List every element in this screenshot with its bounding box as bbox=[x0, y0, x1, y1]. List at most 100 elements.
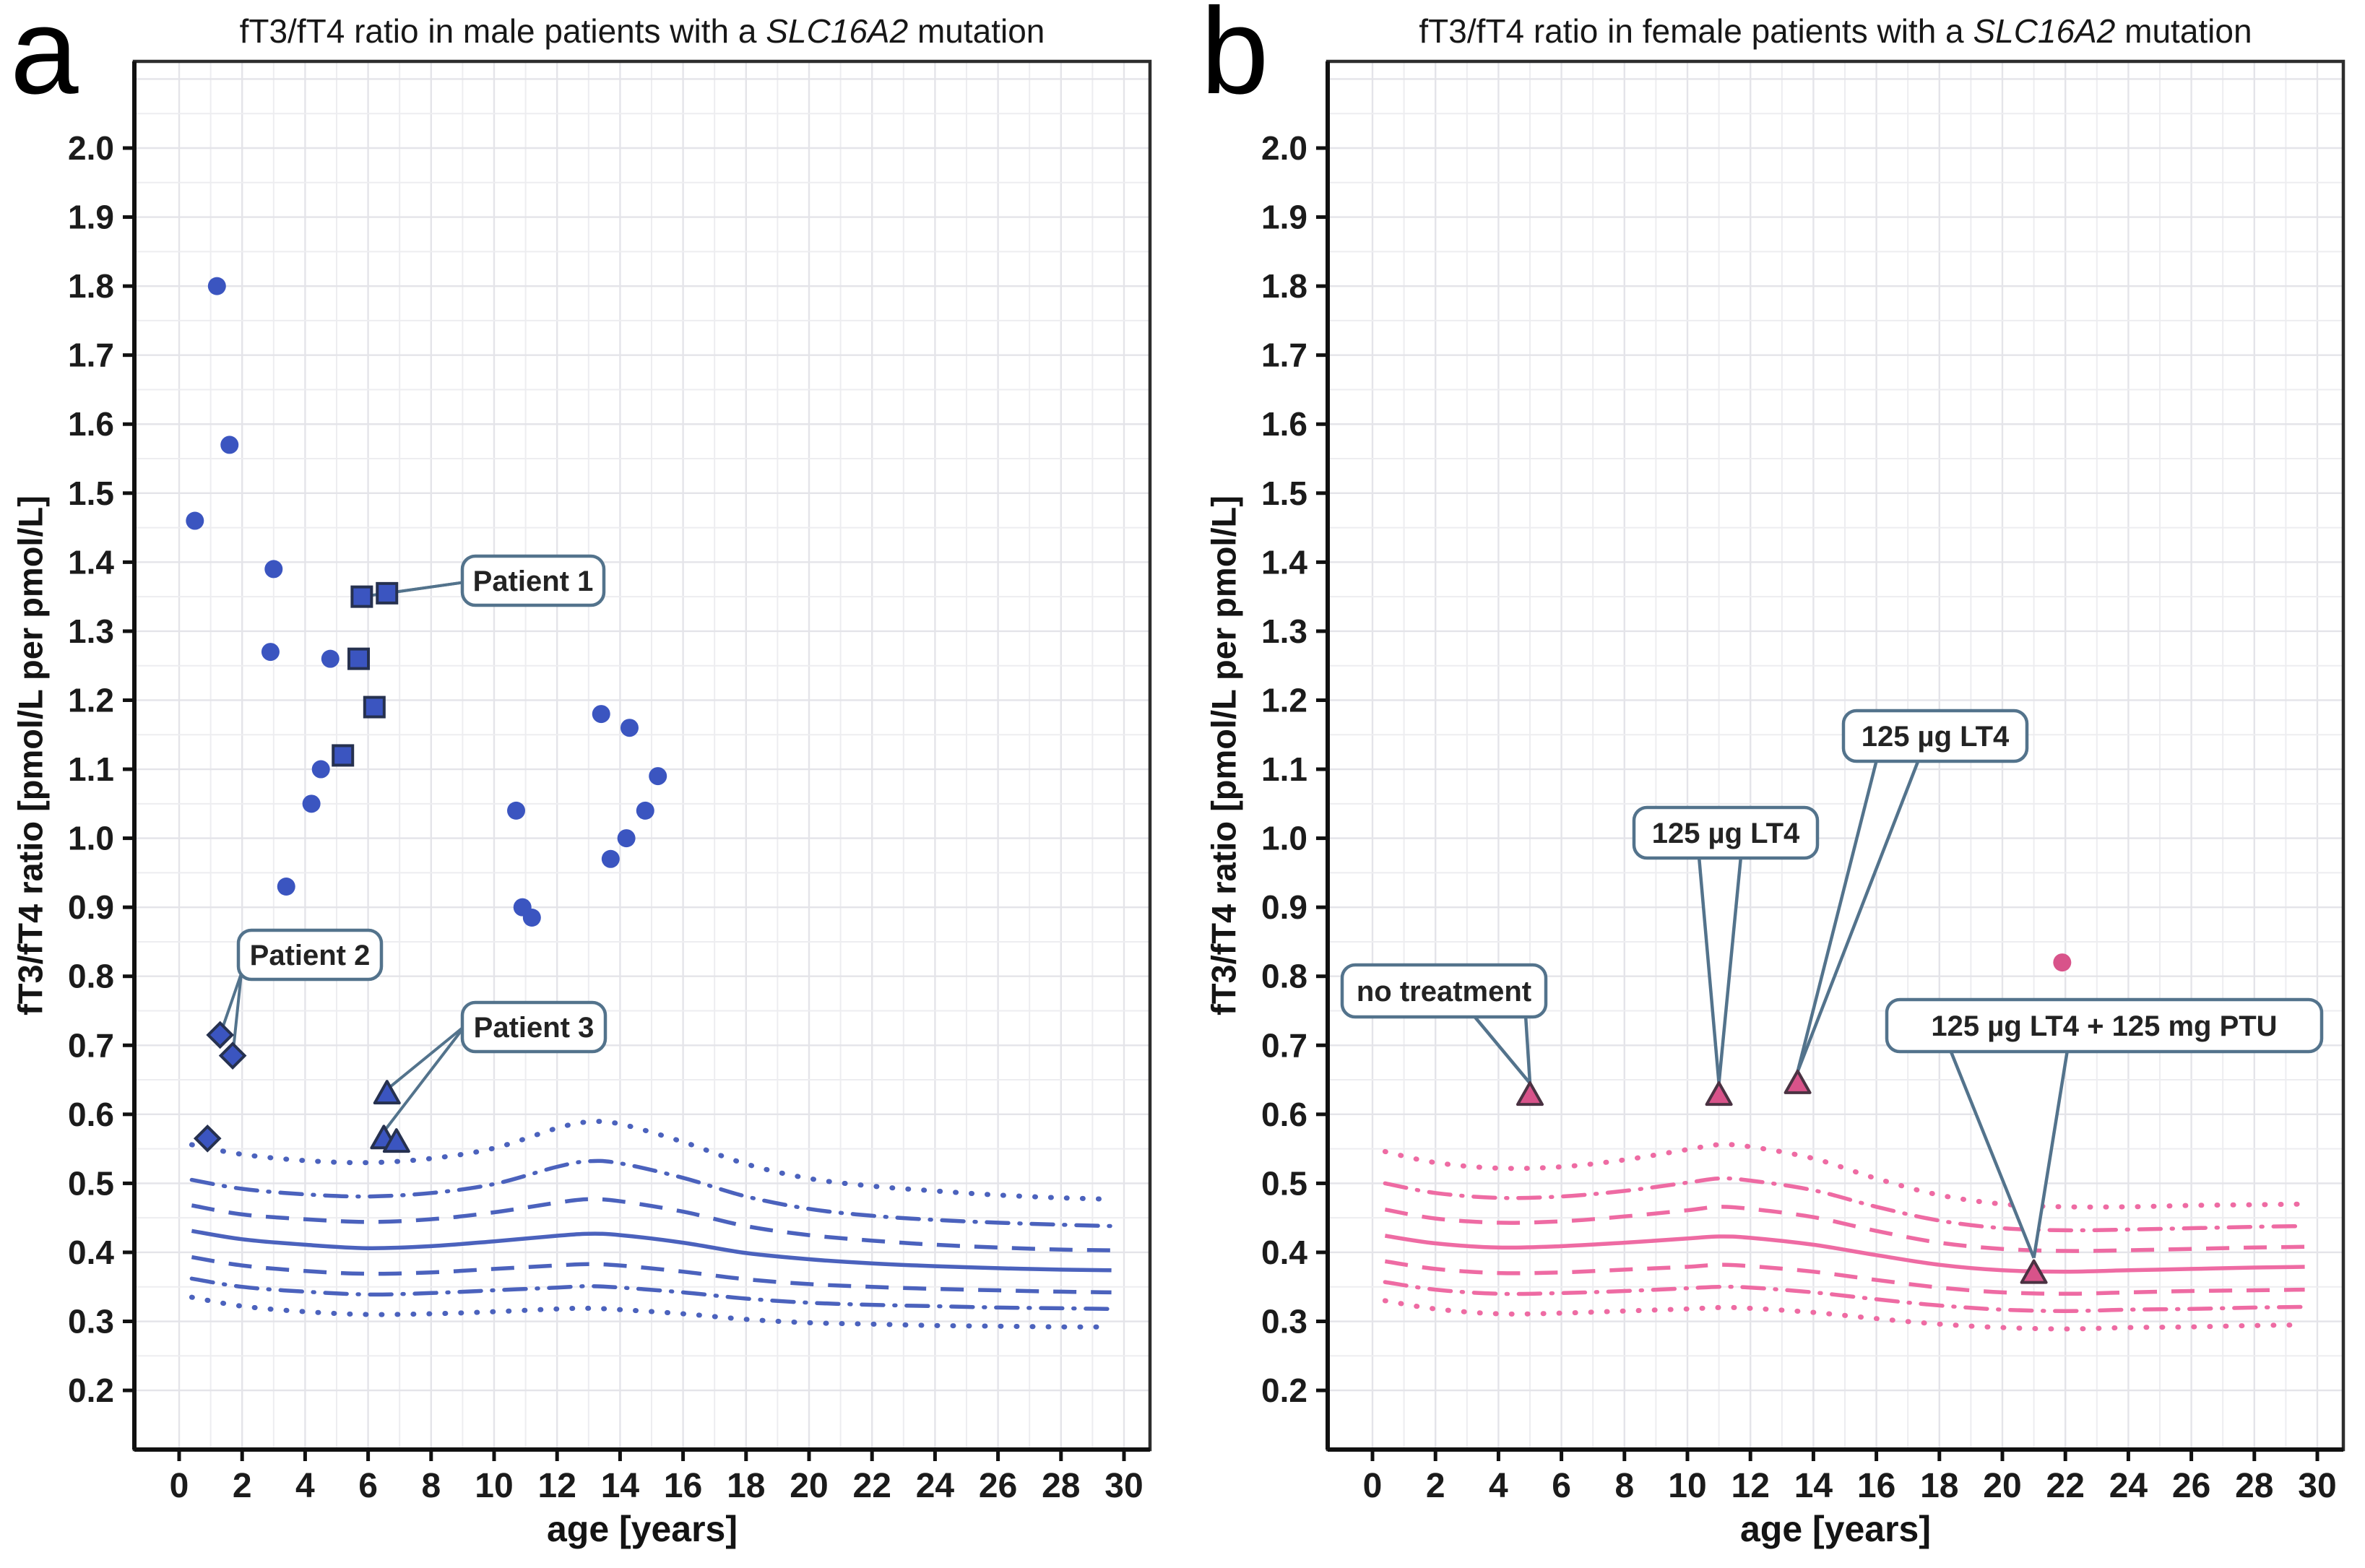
svg-text:14: 14 bbox=[601, 1467, 640, 1505]
panel-letter-b: b bbox=[1201, 0, 1269, 120]
marker-circle bbox=[302, 794, 321, 813]
percentile-curve-dashed bbox=[191, 1197, 1112, 1252]
panel-a-x-axis-title: age [years] bbox=[546, 1509, 738, 1549]
svg-text:4: 4 bbox=[1489, 1467, 1508, 1505]
svg-text:0.8: 0.8 bbox=[68, 958, 114, 995]
svg-text:1.8: 1.8 bbox=[68, 267, 114, 305]
marker-circle bbox=[592, 705, 610, 724]
marker-circle bbox=[2053, 953, 2072, 972]
x-axis-ticks: 0 2 4 6 8 10 12 14 16 18 20 22 24 26 28 30 bbox=[170, 1450, 1143, 1505]
y-axis-ticks: 0.2 0.3 0.4 0.5 0.6 0.7 0.8 0.9 1.0 1.1 1.2 1.3 1.4 1… bbox=[1261, 129, 1328, 1409]
svg-text:24: 24 bbox=[2109, 1467, 2148, 1505]
percentile-curve-dashdot bbox=[189, 1158, 1114, 1229]
svg-text:20: 20 bbox=[790, 1467, 828, 1505]
svg-text:1.0: 1.0 bbox=[68, 820, 114, 857]
callout-connectors bbox=[1472, 759, 2070, 1259]
marker-triangle bbox=[373, 1080, 401, 1105]
panel-b-title-gene: SLC16A2 bbox=[1973, 12, 2116, 50]
svg-text:0.5: 0.5 bbox=[1261, 1164, 1307, 1202]
reference-percentile-curves bbox=[189, 1119, 1115, 1330]
marker-square bbox=[347, 647, 371, 670]
y-axis-ticks: 0.2 0.3 0.4 0.5 0.6 0.7 0.8 0.9 1.0 1.1 1.2 1.3 1.4 1… bbox=[68, 129, 134, 1409]
svg-text:24: 24 bbox=[916, 1467, 955, 1505]
svg-text:no treatment: no treatment bbox=[1357, 976, 1531, 1008]
panel-a-title-suffix: mutation bbox=[908, 12, 1045, 50]
marker-circle bbox=[207, 277, 226, 295]
svg-text:Patient 2: Patient 2 bbox=[250, 940, 371, 971]
marker-circle bbox=[617, 829, 636, 848]
marker-circle bbox=[186, 511, 204, 530]
grid bbox=[1328, 61, 2343, 1450]
svg-text:1.9: 1.9 bbox=[68, 199, 114, 236]
percentile-curve-dotted bbox=[189, 1294, 1115, 1330]
reference-percentile-curves bbox=[1382, 1142, 2308, 1332]
svg-text:1.2: 1.2 bbox=[1261, 681, 1307, 719]
marker-triangle bbox=[2020, 1259, 2048, 1284]
series-male-patients-single-measurements-circles bbox=[186, 277, 667, 927]
series-female-patients-single-measurements-circles bbox=[2053, 953, 2072, 972]
percentile-curve-dashdot bbox=[189, 1276, 1114, 1312]
svg-text:125 µg LT4 + 125 mg PTU: 125 µg LT4 + 125 mg PTU bbox=[1931, 1010, 2277, 1042]
marker-circle bbox=[311, 760, 330, 779]
svg-text:12: 12 bbox=[538, 1467, 576, 1505]
callout-125-g-lt4: 125 µg LT4 bbox=[1632, 805, 1820, 860]
svg-text:1.7: 1.7 bbox=[68, 337, 114, 374]
panel-a-y-axis-title: fT3/fT4 ratio [pmol/L per pmol/L] bbox=[11, 495, 50, 1015]
callout-boxes: no treatment 125 µg LT4 125 µg LT4 125 µg L… bbox=[1340, 709, 2324, 1054]
marker-circle bbox=[636, 801, 654, 820]
marker-circle bbox=[522, 908, 541, 927]
svg-text:10: 10 bbox=[475, 1467, 513, 1505]
svg-text:125 µg LT4: 125 µg LT4 bbox=[1652, 818, 1800, 849]
svg-text:2: 2 bbox=[1426, 1467, 1445, 1505]
svg-text:20: 20 bbox=[1983, 1467, 2021, 1505]
svg-text:0.4: 0.4 bbox=[68, 1234, 114, 1271]
svg-text:1.6: 1.6 bbox=[68, 405, 114, 443]
svg-text:0.7: 0.7 bbox=[1261, 1026, 1307, 1064]
panel-b-x-axis-title: age [years] bbox=[1739, 1509, 1932, 1549]
marker-square bbox=[363, 696, 386, 719]
marker-square bbox=[350, 585, 373, 608]
percentile-curve-solid bbox=[1384, 1234, 2305, 1274]
svg-text:0.7: 0.7 bbox=[68, 1026, 114, 1064]
panel-a-title: fT3/fT4 ratio in male patients with a SL… bbox=[134, 12, 1150, 51]
callout-no-treatment: no treatment bbox=[1340, 963, 1548, 1019]
svg-text:6: 6 bbox=[358, 1467, 378, 1505]
svg-text:10: 10 bbox=[1668, 1467, 1706, 1505]
svg-text:1.3: 1.3 bbox=[1261, 612, 1307, 650]
svg-text:30: 30 bbox=[2298, 1467, 2336, 1505]
marker-square bbox=[376, 581, 399, 605]
marker-circle bbox=[261, 643, 280, 662]
svg-text:1.6: 1.6 bbox=[1261, 405, 1307, 443]
svg-text:1.2: 1.2 bbox=[68, 681, 114, 719]
svg-text:1.9: 1.9 bbox=[1261, 199, 1307, 236]
svg-text:1.4: 1.4 bbox=[68, 543, 114, 581]
svg-text:Patient 1: Patient 1 bbox=[473, 566, 594, 597]
marker-circle bbox=[264, 560, 283, 579]
svg-text:0: 0 bbox=[1363, 1467, 1383, 1505]
svg-text:18: 18 bbox=[1920, 1467, 1958, 1505]
svg-text:0: 0 bbox=[170, 1467, 189, 1505]
svg-text:22: 22 bbox=[853, 1467, 891, 1505]
panel-a-title-prefix: fT3/fT4 ratio in male patients with a bbox=[239, 12, 766, 50]
marker-triangle bbox=[1516, 1081, 1544, 1106]
marker-square bbox=[332, 744, 355, 767]
svg-text:1.4: 1.4 bbox=[1261, 543, 1307, 581]
svg-text:2.0: 2.0 bbox=[68, 129, 114, 167]
svg-text:0.8: 0.8 bbox=[1261, 958, 1307, 995]
svg-text:16: 16 bbox=[664, 1467, 702, 1505]
svg-text:0.6: 0.6 bbox=[68, 1096, 114, 1133]
svg-text:28: 28 bbox=[2235, 1467, 2273, 1505]
marker-circle bbox=[321, 649, 340, 668]
marker-circle bbox=[620, 719, 639, 737]
percentile-curve-dotted bbox=[189, 1119, 1115, 1202]
marker-diamond bbox=[206, 1021, 235, 1049]
svg-text:0.4: 0.4 bbox=[1261, 1234, 1307, 1271]
svg-text:0.9: 0.9 bbox=[68, 888, 114, 926]
svg-text:4: 4 bbox=[295, 1467, 315, 1505]
panel-b-title-suffix: mutation bbox=[2115, 12, 2252, 50]
svg-text:30: 30 bbox=[1104, 1467, 1143, 1505]
svg-text:1.5: 1.5 bbox=[1261, 475, 1307, 512]
svg-text:0.9: 0.9 bbox=[1261, 888, 1307, 926]
